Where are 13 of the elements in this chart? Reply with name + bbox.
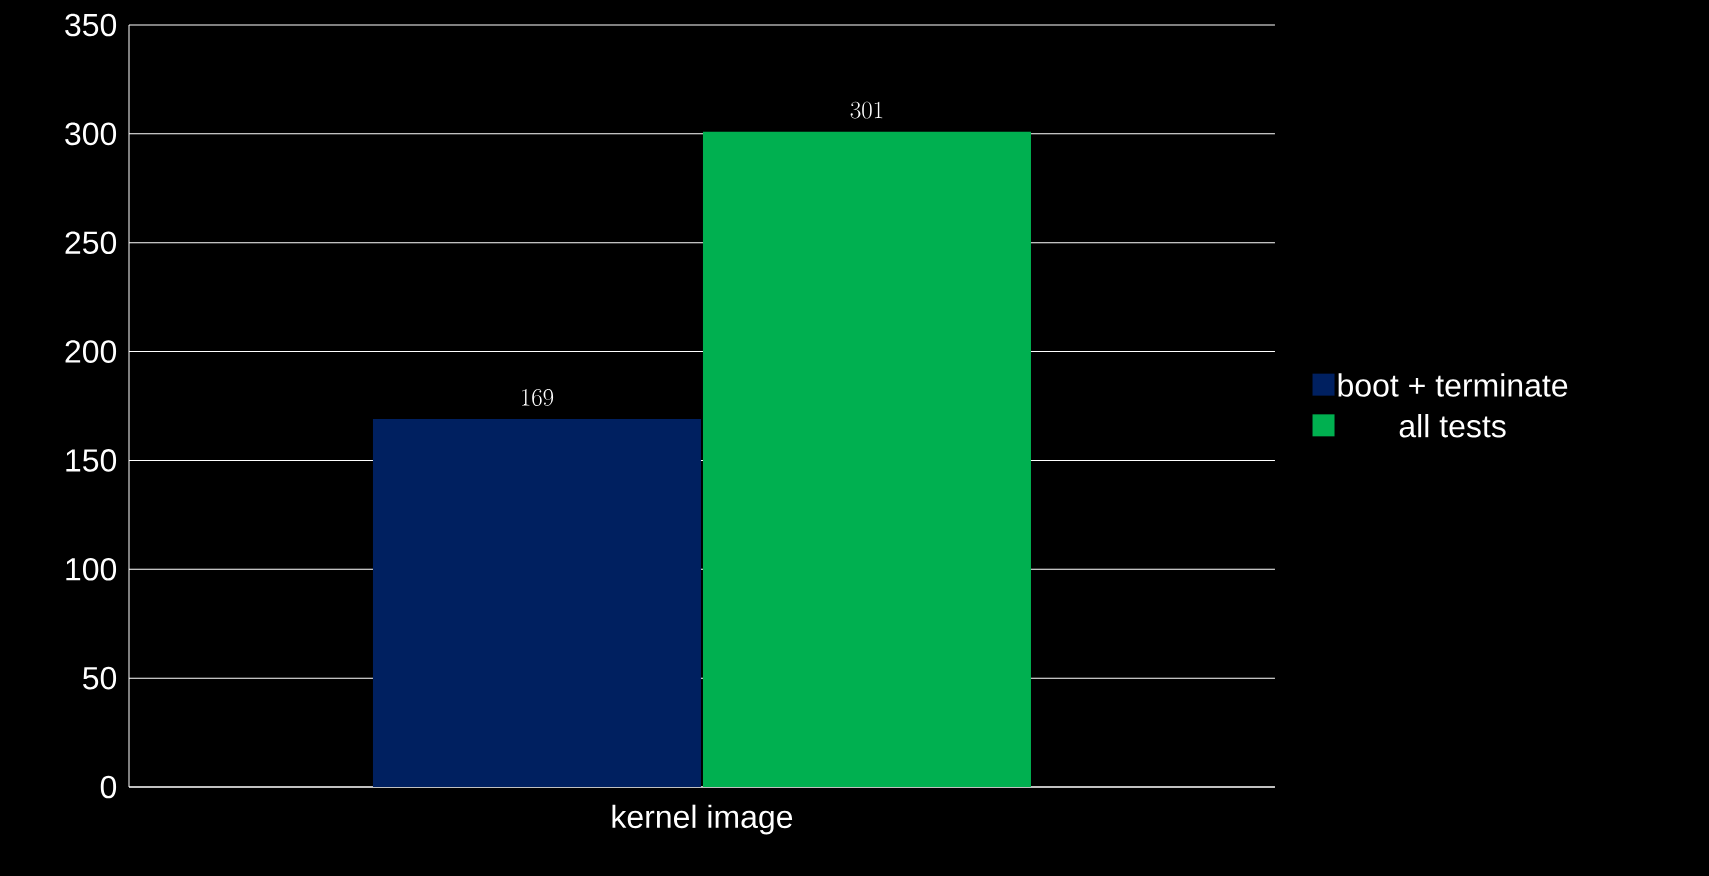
y-tick-label: 50	[83, 666, 117, 690]
legend-label: boot + terminate	[1338, 373, 1568, 397]
data-label: 169	[522, 389, 554, 406]
y-tick-label: 200	[65, 340, 117, 363]
x-tick-label: kernel image	[612, 804, 793, 835]
y-tick-label: 250	[65, 231, 117, 255]
y-tick-label: 350	[65, 13, 117, 37]
y-tick-label: 150	[66, 449, 117, 472]
legend-label: all tests	[1399, 414, 1506, 438]
data-label: 301	[850, 101, 883, 119]
y-tick-label: 300	[65, 122, 117, 146]
y-tick-label: 0	[100, 775, 117, 799]
y-tick-label: 100	[66, 557, 117, 581]
